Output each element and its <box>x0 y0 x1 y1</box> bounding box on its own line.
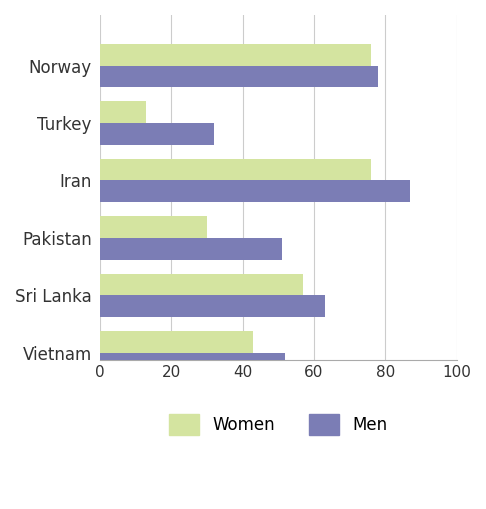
Bar <box>100 66 378 88</box>
Legend: Women, Men: Women, Men <box>161 406 396 443</box>
Bar <box>100 353 285 375</box>
Bar <box>100 295 325 317</box>
Bar <box>100 273 303 295</box>
Bar <box>100 123 214 145</box>
Bar <box>100 44 371 66</box>
Bar <box>100 238 282 260</box>
Bar <box>100 331 253 353</box>
Bar <box>100 101 146 123</box>
Bar <box>100 181 410 202</box>
Bar <box>100 216 207 238</box>
Bar <box>100 159 371 181</box>
